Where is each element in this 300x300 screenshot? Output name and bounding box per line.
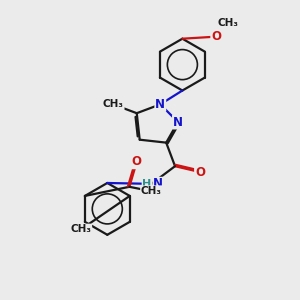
Text: N: N — [173, 116, 183, 128]
Text: CH₃: CH₃ — [70, 224, 91, 235]
Text: CH₃: CH₃ — [218, 18, 239, 28]
Text: N: N — [155, 98, 165, 111]
Text: CH₃: CH₃ — [103, 99, 124, 110]
Text: CH₃: CH₃ — [141, 186, 162, 196]
Text: H: H — [142, 179, 152, 189]
Text: O: O — [132, 155, 142, 168]
Text: N: N — [153, 177, 163, 190]
Text: O: O — [195, 166, 205, 178]
Text: O: O — [211, 30, 221, 43]
